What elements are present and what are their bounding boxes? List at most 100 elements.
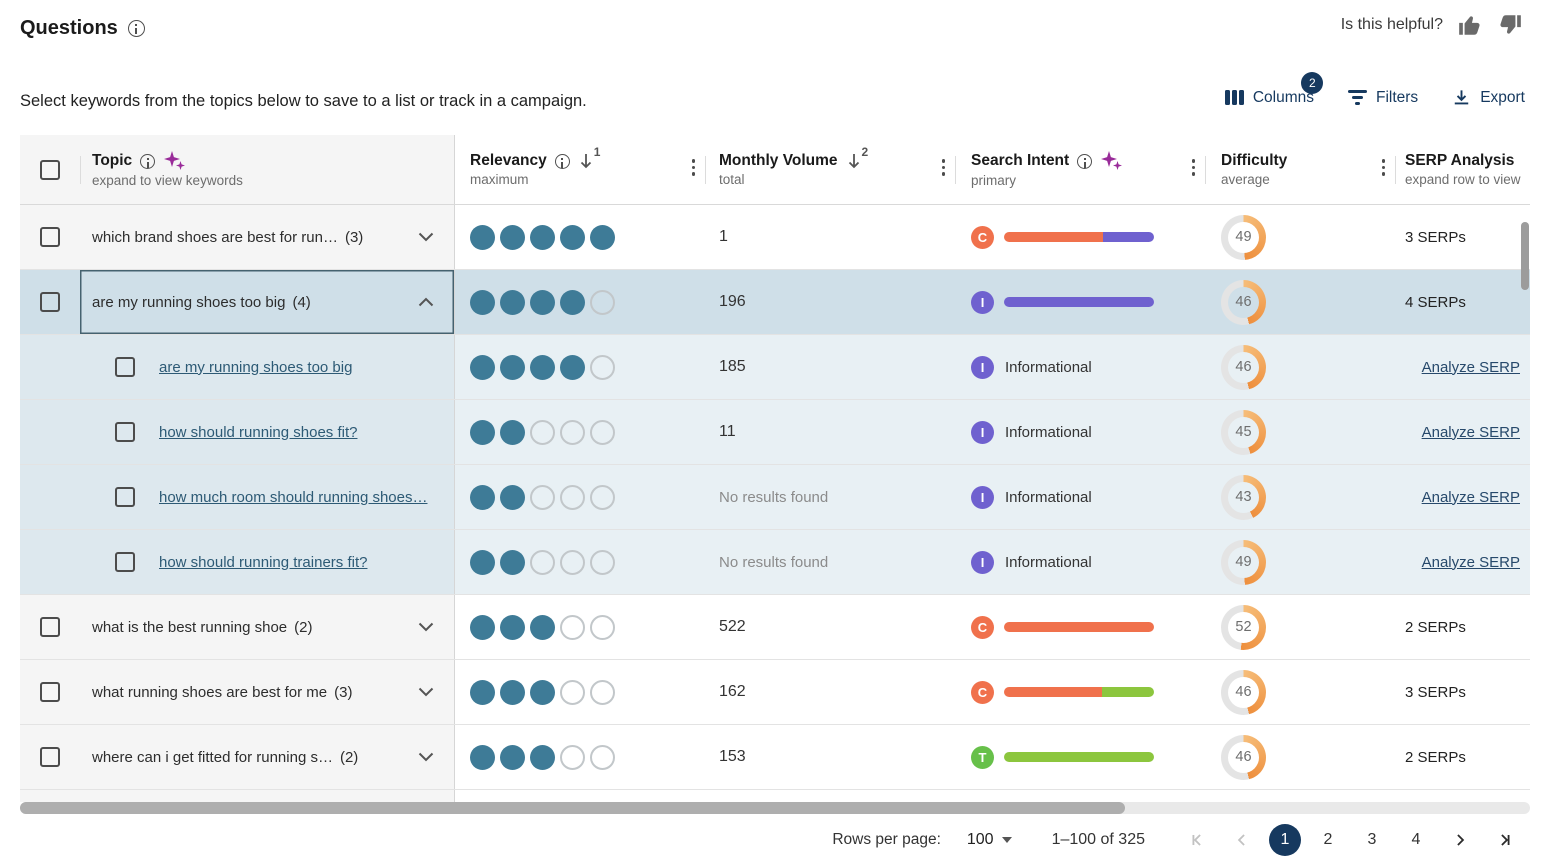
table-row-keyword: how much room should running shoes… No re… xyxy=(20,465,1530,530)
analyze-serp-link[interactable]: Analyze SERP xyxy=(1421,488,1520,506)
difficulty-donut: 46 xyxy=(1221,669,1266,715)
column-menu-icon[interactable] xyxy=(691,159,695,176)
monthly-volume-cell: 1 xyxy=(705,205,955,269)
row-checkbox[interactable] xyxy=(40,617,60,637)
page-button-2[interactable]: 2 xyxy=(1323,831,1333,848)
select-all-checkbox[interactable] xyxy=(40,159,60,180)
difficulty-cell: 43 xyxy=(1205,465,1395,529)
thumbs-down-icon[interactable] xyxy=(1497,12,1523,38)
sort-desc-icon[interactable]: 1 xyxy=(578,145,600,170)
row-checkbox[interactable] xyxy=(40,682,60,702)
next-page-button[interactable] xyxy=(1443,823,1477,857)
topic-cell[interactable]: are my running shoes too big (4) xyxy=(80,270,455,334)
page-button-1[interactable]: 1 xyxy=(1269,824,1301,856)
serp-cell: 4 SERPs xyxy=(1395,270,1530,334)
header-monthly-volume[interactable]: Monthly Volume 2 total xyxy=(705,135,955,204)
header-topic[interactable]: Topic expand to view keywords xyxy=(80,135,455,204)
relevancy-dot-filled xyxy=(530,744,555,770)
column-menu-icon[interactable] xyxy=(941,159,945,176)
header-search-intent[interactable]: Search Intent primary xyxy=(955,135,1205,204)
download-icon xyxy=(1454,90,1469,105)
chevron-down-icon[interactable] xyxy=(418,622,434,632)
analyze-serp-link[interactable]: Analyze SERP xyxy=(1421,358,1520,376)
last-page-button[interactable] xyxy=(1487,823,1521,857)
chevron-down-icon[interactable] xyxy=(418,752,434,762)
columns-button[interactable]: Columns 2 xyxy=(1225,71,1324,107)
keyword-checkbox[interactable] xyxy=(115,422,135,442)
row-checkbox[interactable] xyxy=(40,747,60,767)
analyze-serp-link[interactable]: Analyze SERP xyxy=(1421,553,1520,571)
topic-label: where can i get fitted for running s… xyxy=(92,748,333,766)
relevancy-dot-empty xyxy=(530,484,555,510)
relevancy-dot-empty xyxy=(560,679,585,705)
topic-cell[interactable]: what running shoes are best for me (3) xyxy=(80,660,455,724)
filters-button[interactable]: Filters xyxy=(1347,89,1418,107)
keyword-checkbox[interactable] xyxy=(115,487,135,507)
topic-cell[interactable]: which brand shoes are best for run… (3) xyxy=(80,205,455,269)
horizontal-scrollbar-track[interactable] xyxy=(20,802,1530,814)
chevron-up-icon[interactable] xyxy=(418,297,434,307)
relevancy-dot-filled xyxy=(500,679,525,705)
monthly-volume-cell: 196 xyxy=(705,270,955,334)
info-icon[interactable] xyxy=(554,153,570,169)
topic-cell[interactable]: how should running trainers fit? xyxy=(80,530,455,594)
search-intent-cell: I Informational xyxy=(955,335,1205,399)
export-label: Export xyxy=(1480,88,1525,106)
monthly-volume-cell: 153 xyxy=(705,725,955,789)
thumbs-up-icon[interactable] xyxy=(1457,12,1483,38)
header-difficulty[interactable]: Difficulty average xyxy=(1205,135,1395,204)
topic-cell[interactable]: where can i get fitted for running s… (2) xyxy=(80,725,455,789)
keyword-checkbox[interactable] xyxy=(115,357,135,377)
relevancy-dot-filled xyxy=(470,419,495,445)
pagination-nav: 1 2 3 4 xyxy=(1181,823,1521,857)
sort-desc-icon[interactable]: 2 xyxy=(846,145,868,170)
page-button-3[interactable]: 3 xyxy=(1367,831,1377,848)
info-icon[interactable] xyxy=(140,153,156,169)
column-menu-icon[interactable] xyxy=(1191,159,1195,176)
difficulty-donut: 46 xyxy=(1221,734,1266,780)
difficulty-donut: 49 xyxy=(1221,539,1266,585)
keyword-link[interactable]: how should running shoes fit? xyxy=(159,423,358,441)
row-checkbox[interactable] xyxy=(40,292,60,312)
info-icon[interactable] xyxy=(127,20,145,37)
row-checkbox[interactable] xyxy=(40,227,60,247)
vertical-scrollbar[interactable] xyxy=(1521,222,1529,290)
rows-per-page-select[interactable]: 100 xyxy=(967,831,1012,849)
topic-cell[interactable]: how much room should running shoes… xyxy=(80,465,455,529)
rows-per-page-label: Rows per page: xyxy=(832,831,941,848)
table-row-topic: which brand shoes are best for run… (3) 1 C… xyxy=(20,205,1530,270)
monthly-volume-value: 522 xyxy=(719,618,746,635)
column-menu-icon[interactable] xyxy=(1381,159,1385,176)
keyword-link[interactable]: are my running shoes too big xyxy=(159,358,353,376)
intent-icon: T xyxy=(971,745,994,769)
analyze-serp-link[interactable]: Analyze SERP xyxy=(1421,423,1520,441)
difficulty-value: 45 xyxy=(1228,416,1259,448)
header-relevancy[interactable]: Relevancy 1 maximum xyxy=(455,135,705,204)
page-button-4[interactable]: 4 xyxy=(1411,831,1421,848)
keyword-link[interactable]: how should running trainers fit? xyxy=(159,553,368,571)
chevron-down-icon[interactable] xyxy=(418,687,434,697)
difficulty-donut: 45 xyxy=(1221,409,1266,455)
chevron-down-icon[interactable] xyxy=(418,232,434,242)
intent-name: Informational xyxy=(1005,358,1092,376)
relevancy-header-sub: maximum xyxy=(470,172,529,187)
difficulty-value: 49 xyxy=(1228,221,1259,253)
keyword-checkbox[interactable] xyxy=(115,552,135,572)
topic-cell[interactable]: are my running shoes too big xyxy=(80,335,455,399)
info-icon[interactable] xyxy=(1077,153,1093,169)
previous-page-button[interactable] xyxy=(1225,823,1259,857)
intent-bar-segment xyxy=(1004,297,1154,307)
keyword-link[interactable]: how much room should running shoes… xyxy=(159,488,428,506)
difficulty-cell: 46 xyxy=(1205,335,1395,399)
intent-bar xyxy=(1004,687,1154,697)
relevancy-dots xyxy=(470,354,615,380)
header-serp-analysis: SERP Analysis expand row to view xyxy=(1395,135,1530,204)
search-intent-cell: T xyxy=(955,725,1205,789)
topic-cell[interactable]: what is the best running shoe (2) xyxy=(80,595,455,659)
topic-cell[interactable]: how should running shoes fit? xyxy=(80,400,455,464)
horizontal-scrollbar-thumb[interactable] xyxy=(20,802,1125,814)
export-button[interactable]: Export xyxy=(1452,88,1525,107)
first-page-button[interactable] xyxy=(1181,823,1215,857)
row-select-cell xyxy=(20,270,80,334)
